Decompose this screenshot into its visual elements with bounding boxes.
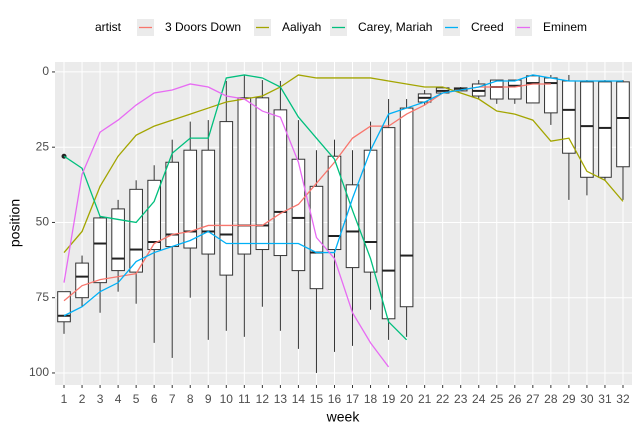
x-tick-label: 13 (274, 392, 288, 406)
series-line (63, 74, 624, 253)
box (273, 109, 288, 257)
x-tick-label: 8 (187, 392, 194, 406)
legend-label: Creed (471, 20, 504, 34)
box (255, 97, 270, 251)
x-tick-label: 26 (508, 392, 522, 406)
series-line (63, 83, 390, 368)
y-tick-label: 100 (29, 365, 49, 379)
x-tick-label: 23 (454, 392, 468, 406)
box (580, 81, 594, 178)
box (489, 79, 504, 100)
legend-title: artist (95, 20, 122, 34)
x-tick-label: 24 (472, 392, 486, 406)
box (111, 208, 125, 272)
x-tick-label: 21 (418, 392, 432, 406)
x-tick-label: 3 (97, 392, 104, 406)
x-tick-label: 2 (79, 392, 86, 406)
x-tick-label: 17 (346, 392, 360, 406)
x-tick-label: 27 (526, 392, 540, 406)
box (327, 155, 342, 251)
x-tick-label: 25 (490, 392, 504, 406)
x-tick-label: 32 (616, 392, 630, 406)
box (93, 217, 107, 284)
legend-label: Aaliyah (282, 20, 321, 34)
box (562, 80, 576, 154)
x-tick-label: 18 (364, 392, 378, 406)
box (183, 149, 198, 249)
x-tick-label: 15 (310, 392, 324, 406)
box (201, 149, 216, 255)
x-tick-label: 6 (151, 392, 158, 406)
y-tick-label: 25 (36, 139, 50, 153)
x-tick-label: 1 (61, 392, 68, 406)
x-tick-label: 28 (544, 392, 558, 406)
box (147, 179, 161, 251)
x-tick-label: 12 (256, 392, 270, 406)
y-tick-label: 0 (42, 64, 49, 78)
legend-label: Carey, Mariah (358, 20, 432, 34)
box (526, 75, 540, 104)
x-tick-label: 10 (220, 392, 234, 406)
x-tick-label: 22 (436, 392, 450, 406)
legend-label: Eminem (543, 20, 587, 34)
box (363, 149, 378, 273)
x-tick-label: 14 (292, 392, 306, 406)
box (381, 127, 396, 320)
x-tick-label: 30 (580, 392, 594, 406)
series-line (63, 74, 408, 341)
y-axis-title: position (7, 199, 23, 247)
x-tick-label: 31 (598, 392, 612, 406)
x-tick-label: 4 (115, 392, 122, 406)
x-tick-label: 20 (400, 392, 414, 406)
x-tick-label: 9 (205, 392, 212, 406)
legend-label: 3 Doors Down (165, 20, 241, 34)
box (237, 97, 252, 255)
x-tick-label: 7 (169, 392, 176, 406)
x-axis-title: week (326, 409, 361, 425)
box (219, 121, 234, 276)
x-tick-label: 5 (133, 392, 140, 406)
series-line (63, 74, 623, 317)
x-tick-label: 29 (562, 392, 576, 406)
x-tick-label: 19 (382, 392, 396, 406)
box (399, 107, 414, 308)
x-tick-label: 16 (328, 392, 342, 406)
box (616, 81, 630, 168)
y-tick-label: 75 (36, 290, 50, 304)
box (507, 79, 522, 100)
box (75, 262, 89, 299)
y-tick-label: 50 (36, 215, 50, 229)
box (129, 188, 143, 273)
x-tick-label: 11 (238, 392, 251, 406)
box (291, 158, 306, 272)
box (598, 81, 612, 178)
